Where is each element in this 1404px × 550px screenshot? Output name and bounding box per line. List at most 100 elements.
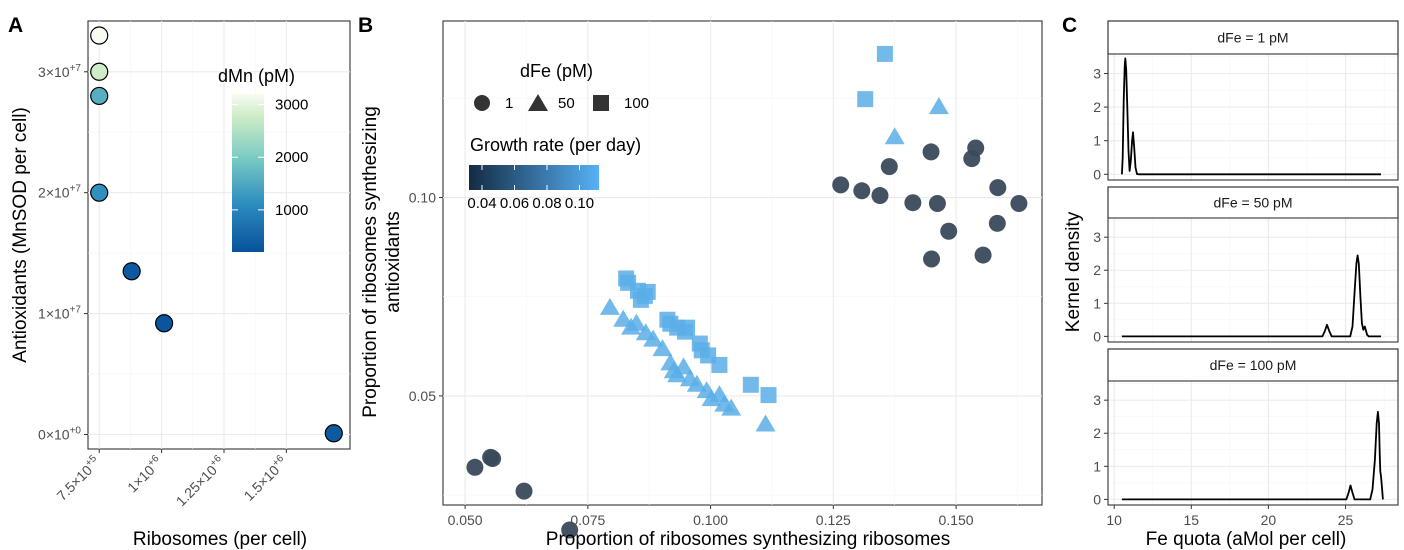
panel-b-point-circle	[1010, 194, 1028, 212]
panel-b-point-triangle	[884, 127, 905, 145]
panel-b-point-triangle	[599, 297, 620, 315]
panel-b-points	[466, 45, 1028, 539]
panel-b-point-circle	[974, 246, 992, 264]
panel-c-y-tick-label: 3	[1093, 392, 1101, 408]
panel-b-y-axis-title-line1: Proportion of ribosomes synthesizing	[360, 106, 381, 418]
panel-b-point-triangle	[673, 357, 694, 375]
panel-a-color-legend: dMn (pM) 1000 2000 3000	[218, 66, 308, 252]
growth-rate-legend-ticks: 0.04 0.06 0.08 0.10	[467, 165, 594, 212]
dfe-legend-square-key	[593, 95, 609, 111]
panel-c-facet-strip-label: dFe = 50 pM	[1214, 195, 1293, 211]
dfe-legend-label-50: 50	[558, 95, 575, 112]
panel-a-y-tick-label: 0×10+0	[38, 425, 81, 442]
panel-c-facet-strip-label: dFe = 100 pM	[1210, 357, 1297, 373]
panel-c-x-tick-label: 25	[1338, 512, 1354, 528]
dmn-legend-tick-label: 2000	[275, 149, 308, 166]
panel-b-point-square	[639, 283, 656, 300]
panel-a-point	[122, 262, 141, 281]
panel-b-x-tick-label: 0.150	[939, 512, 974, 528]
panel-c-x-tick-label: 20	[1261, 512, 1277, 528]
panel-b-x-tick-label: 0.075	[570, 512, 605, 528]
panel-c-facet-plot-area	[1108, 54, 1398, 180]
panel-b-x-tick-label: 0.125	[816, 512, 851, 528]
growth-rate-legend-tick-label: 0.10	[565, 195, 594, 212]
panel-b-point-triangle	[686, 374, 707, 392]
panel-a-x-tick-label: 1.25×10+6	[172, 453, 228, 509]
panel-c-y-tick-label: 2	[1093, 425, 1101, 441]
panel-a-y-tick-label: 1×10+7	[38, 305, 81, 322]
panel-a-y-tick-labels: 0×10+0 1×10+7 2×10+7 3×10+7	[38, 63, 88, 442]
growth-rate-legend-title: Growth rate (per day)	[470, 135, 641, 155]
panel-c-y-tick-label: 1	[1093, 458, 1101, 474]
panel-b-point-circle	[832, 176, 850, 194]
panel-a-point	[90, 183, 109, 202]
panel-b-point-circle	[988, 214, 1006, 232]
panel-a-point	[324, 424, 343, 443]
panel-b-point-circle	[880, 158, 898, 176]
panel-b-point-square	[679, 319, 696, 336]
panel-a-y-tick-label: 3×10+7	[38, 63, 81, 80]
panel-b-x-tick-label: 0.100	[693, 512, 728, 528]
panel-a-x-tick-label: 7.5×10+5	[53, 453, 104, 504]
panel-b-point-square	[742, 376, 759, 393]
panel-c-density-curve	[1121, 254, 1381, 338]
panel-c-density-curve	[1121, 57, 1381, 176]
growth-rate-colorbar	[469, 165, 599, 190]
panel-a-x-tick-label: 1.5×10+6	[240, 453, 291, 504]
panel-c-density-curve	[1121, 410, 1384, 501]
panel-b-point-triangle	[613, 309, 634, 327]
dmn-legend-ticks: 1000 2000 3000	[232, 97, 308, 219]
panel-a-point	[90, 26, 109, 45]
panel-label-c: C	[1062, 14, 1077, 37]
panel-b-point-square	[857, 91, 874, 108]
panel-a-x-axis-title: Ribosomes (per cell)	[133, 529, 307, 550]
panel-b-point-circle	[922, 143, 940, 161]
panel-c-y-tick-label: 1	[1093, 133, 1101, 149]
panel-c-facet-border	[1107, 348, 1399, 506]
panel-a-x-tick-label: 1×10+6	[123, 453, 166, 496]
panel-c-x-tick-label: 15	[1184, 512, 1200, 528]
dfe-legend-label-100: 100	[624, 95, 649, 112]
panel-b-point-circle	[515, 482, 533, 500]
panel-a-point	[90, 86, 109, 106]
panel-c-facet: 0 1 2 3 dFe = 1 pM	[1093, 20, 1399, 182]
panel-c-y-tick-label: 2	[1093, 262, 1101, 278]
panel-b-point-circle	[940, 222, 958, 240]
panel-c-y-tick-label: 0	[1093, 166, 1101, 182]
panel-c-facet-plot-area	[1108, 218, 1398, 342]
panel-a-point	[155, 314, 174, 333]
panel-b-point-triangle	[652, 339, 673, 357]
panel-b-point-circle	[904, 194, 922, 212]
panel-c-y-tick-label: 0	[1093, 328, 1101, 344]
panel-a-grid	[88, 21, 350, 449]
panel-c-facet-border	[1107, 186, 1399, 343]
panel-b-shape-legend: dFe (pM) 1 50 100	[474, 61, 649, 112]
panel-b-point-circle	[928, 194, 946, 212]
panel-b-y-tick-label: 0.05	[409, 388, 436, 404]
dfe-legend-title: dFe (pM)	[520, 61, 593, 81]
panel-c-facet-strip-label: dFe = 1 pM	[1217, 30, 1288, 46]
panel-label-a: A	[8, 14, 23, 37]
panel-a-y-tick-label: 2×10+7	[38, 184, 81, 201]
panel-b-point-circle	[561, 521, 579, 539]
panel-c-facet: 0 1 2 3 dFe = 50 pM	[1093, 186, 1399, 344]
panel-c-x-tick-label: 10	[1106, 512, 1122, 528]
panel-a-x-tick-labels: 7.5×10+5 1×10+61.25×10+61.5×10+6	[53, 449, 291, 509]
panel-b-y-tick-labels: 0.05 0.10	[409, 190, 443, 404]
panel-b-point-triangle	[721, 398, 742, 416]
panel-b-point-circle	[989, 179, 1007, 197]
dmn-legend-tick-label: 1000	[275, 202, 308, 219]
dfe-legend-label-1: 1	[505, 95, 513, 112]
panel-b-point-square	[711, 356, 728, 373]
panel-c-y-tick-label: 0	[1093, 491, 1101, 507]
panel-b-y-axis-title-line2: antioxidants	[383, 211, 404, 312]
panel-b-plot-border	[442, 20, 1043, 506]
panel-b-y-tick-label: 0.10	[409, 190, 436, 206]
panel-b-point-triangle	[928, 97, 949, 115]
panel-b-point-triangle	[626, 313, 647, 331]
growth-rate-legend-tick-label: 0.04	[467, 195, 496, 212]
panel-b-point-circle	[853, 182, 871, 200]
panel-c-facet-plot-area	[1108, 381, 1398, 505]
panel-c-y-tick-label: 3	[1093, 229, 1101, 245]
